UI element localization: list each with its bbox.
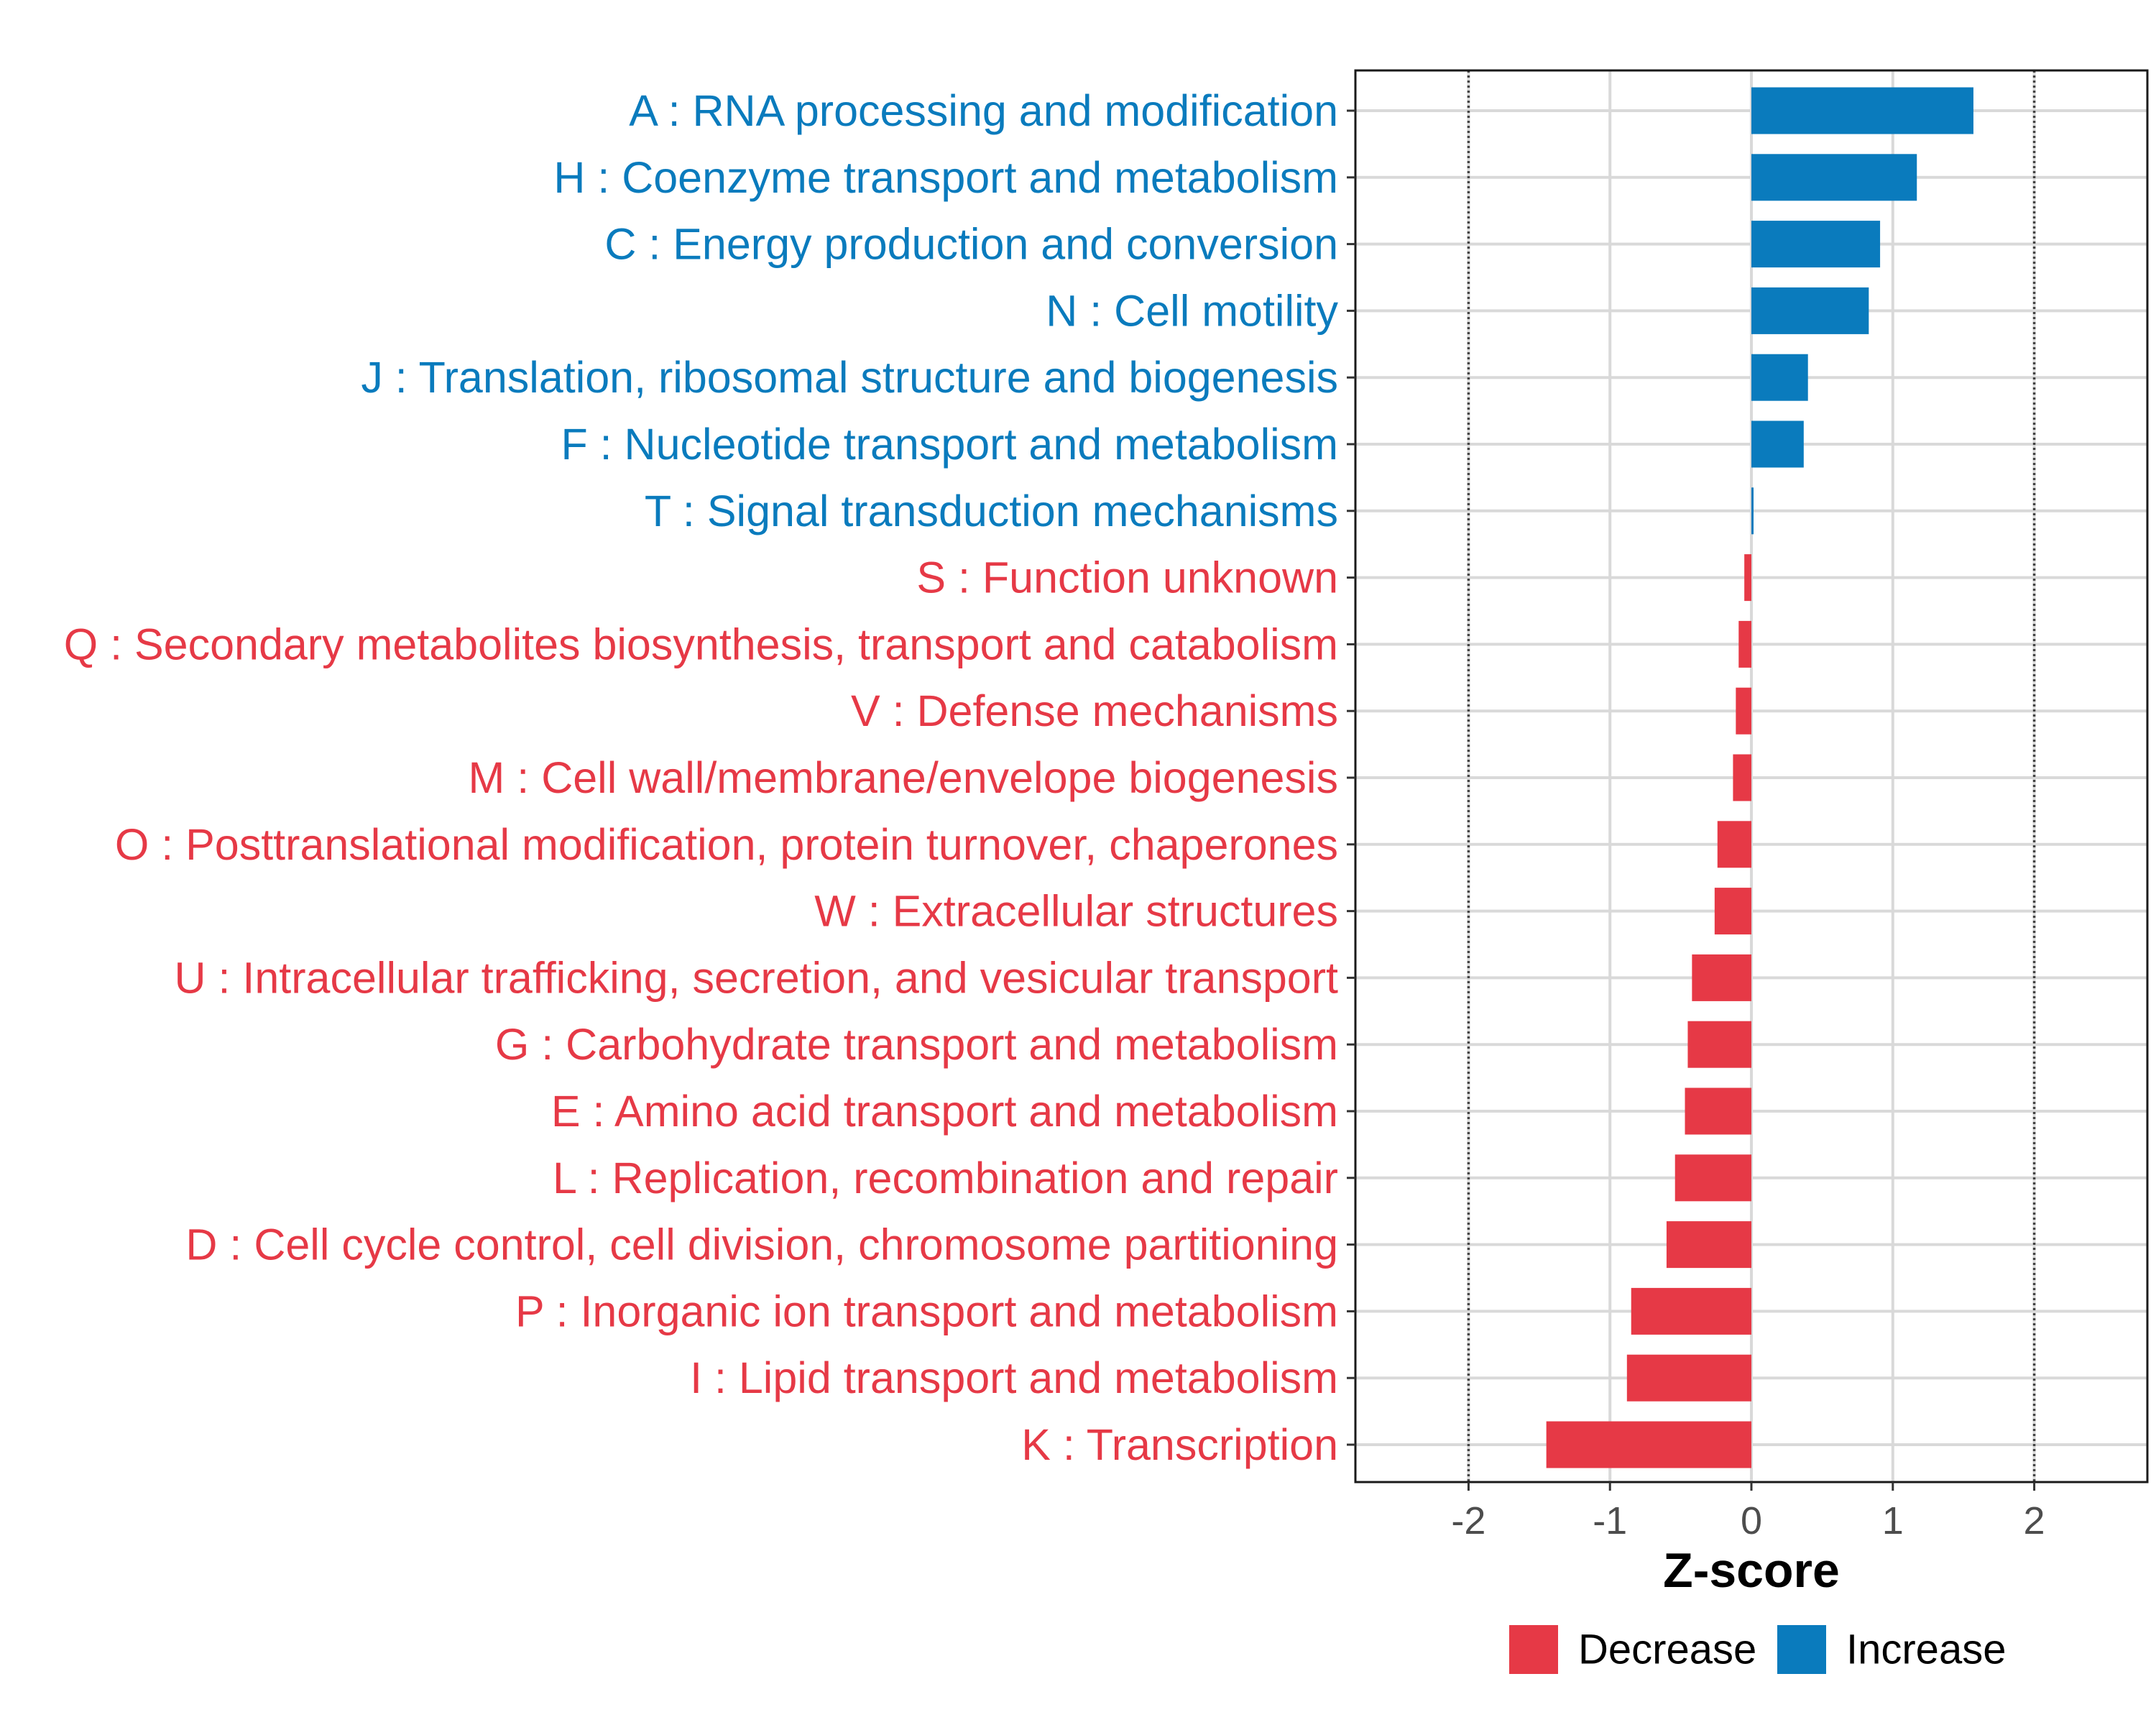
bar <box>1666 1221 1751 1269</box>
bar <box>1751 154 1917 201</box>
bar <box>1751 221 1881 268</box>
bar <box>1692 954 1751 1001</box>
category-label: N : Cell motility <box>1046 286 1338 335</box>
legend-key <box>1509 1625 1558 1674</box>
category-label: L : Replication, recombination and repai… <box>553 1154 1338 1202</box>
x-tick-label: 1 <box>1882 1499 1904 1542</box>
bar <box>1751 420 1804 468</box>
bar <box>1714 888 1751 935</box>
category-label: V : Defense mechanisms <box>851 686 1338 735</box>
category-label: C : Energy production and conversion <box>604 220 1338 269</box>
category-label: I : Lipid transport and metabolism <box>690 1353 1338 1402</box>
category-label: Q : Secondary metabolites biosynthesis, … <box>64 620 1338 668</box>
bar <box>1744 554 1751 602</box>
y-axis-labels: A : RNA processing and modification H : C… <box>64 86 1339 1469</box>
category-label: T : Signal transduction mechanisms <box>645 487 1338 535</box>
category-label: H : Coenzyme transport and metabolism <box>553 153 1338 202</box>
category-label: E : Amino acid transport and metabolism <box>551 1087 1338 1136</box>
x-axis-ticks: -2 -1 0 1 2 <box>1451 1482 2045 1542</box>
legend: Decrease Increase <box>1509 1625 2006 1674</box>
bar <box>1674 1154 1751 1202</box>
category-label: W : Extracellular structures <box>814 887 1338 936</box>
bar <box>1685 1087 1751 1135</box>
bar <box>1626 1354 1751 1402</box>
y-axis-ticks <box>1347 109 1355 1446</box>
bar <box>1687 1021 1751 1068</box>
category-label: M : Cell wall/membrane/envelope biogenes… <box>469 753 1338 802</box>
bar <box>1751 354 1808 401</box>
x-tick-label: 2 <box>2024 1499 2045 1542</box>
bar <box>1733 754 1751 801</box>
category-label: A : RNA processing and modification <box>629 86 1338 135</box>
category-label: F : Nucleotide transport and metabolism <box>561 420 1338 469</box>
bar <box>1751 87 1973 134</box>
bar <box>1717 821 1751 868</box>
category-label: P : Inorganic ion transport and metaboli… <box>515 1287 1338 1335</box>
bar <box>1738 620 1751 668</box>
legend-label: Increase <box>1846 1627 2006 1673</box>
category-label: O : Posttranslational modification, prot… <box>115 820 1338 869</box>
category-label: S : Function unknown <box>916 553 1338 602</box>
category-label: J : Translation, ribosomal structure and… <box>361 353 1338 402</box>
bar <box>1751 287 1869 334</box>
category-label: U : Intracellular trafficking, secretion… <box>175 953 1339 1002</box>
x-tick-label: 0 <box>1741 1499 1762 1542</box>
bar <box>1546 1421 1751 1468</box>
x-axis-title: Z-score <box>1663 1543 1840 1598</box>
category-label: G : Carbohydrate transport and metabolis… <box>495 1020 1338 1069</box>
bar <box>1736 687 1751 735</box>
bar <box>1751 487 1754 535</box>
x-tick-label: -2 <box>1451 1499 1485 1542</box>
x-tick-label: -1 <box>1593 1499 1627 1542</box>
legend-key <box>1777 1625 1826 1674</box>
category-label: K : Transcription <box>1021 1420 1338 1469</box>
bar-layer <box>1546 87 1973 1468</box>
category-label: D : Cell cycle control, cell division, c… <box>185 1220 1338 1269</box>
bar <box>1631 1287 1751 1335</box>
legend-label: Decrease <box>1578 1627 1756 1673</box>
